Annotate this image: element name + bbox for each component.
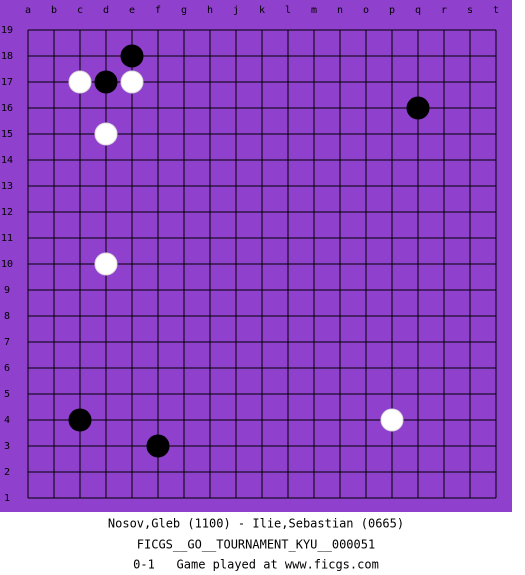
stone [68, 70, 92, 94]
row-label: 15 [1, 129, 13, 140]
column-label: r [441, 5, 447, 16]
row-label: 16 [1, 103, 13, 114]
stone [68, 408, 92, 432]
column-label: o [363, 5, 369, 16]
column-label: f [155, 5, 161, 16]
stone [380, 408, 404, 432]
row-label: 10 [1, 259, 13, 270]
column-label: d [103, 5, 109, 16]
row-label: 17 [1, 77, 13, 88]
column-label: a [25, 5, 31, 16]
result-caption: 0-1 Game played at www.ficgs.com [133, 558, 379, 572]
column-label: e [129, 5, 135, 16]
row-label: 9 [4, 285, 10, 296]
row-label: 18 [1, 51, 13, 62]
row-label: 12 [1, 207, 13, 218]
row-label: 6 [4, 363, 10, 374]
column-label: l [285, 5, 291, 16]
players-caption: Nosov,Gleb (1100) - Ilie,Sebastian (0665… [108, 517, 404, 531]
column-label: q [415, 5, 421, 16]
column-label: t [493, 5, 499, 16]
row-label: 13 [1, 181, 13, 192]
column-label: m [311, 5, 317, 16]
column-label: c [77, 5, 83, 16]
row-label: 4 [4, 415, 10, 426]
row-label: 3 [4, 441, 10, 452]
column-label: s [467, 5, 473, 16]
row-label: 5 [4, 389, 10, 400]
row-label: 8 [4, 311, 10, 322]
column-label: k [259, 5, 265, 16]
stone [146, 434, 170, 458]
stone [94, 70, 118, 94]
stone [120, 44, 144, 68]
column-label: j [233, 5, 239, 16]
event-caption: FICGS__GO__TOURNAMENT_KYU__000051 [137, 538, 375, 552]
stone [94, 252, 118, 276]
column-label: h [207, 5, 213, 16]
row-label: 11 [1, 233, 13, 244]
row-label: 14 [1, 155, 13, 166]
stone [120, 70, 144, 94]
stone [94, 122, 118, 146]
row-label: 2 [4, 467, 10, 478]
column-label: p [389, 5, 395, 16]
column-label: b [51, 5, 57, 16]
row-label: 1 [4, 493, 10, 504]
row-label: 19 [1, 25, 13, 36]
column-label: g [181, 5, 187, 16]
stone [406, 96, 430, 120]
column-label: n [337, 5, 343, 16]
row-label: 7 [4, 337, 10, 348]
